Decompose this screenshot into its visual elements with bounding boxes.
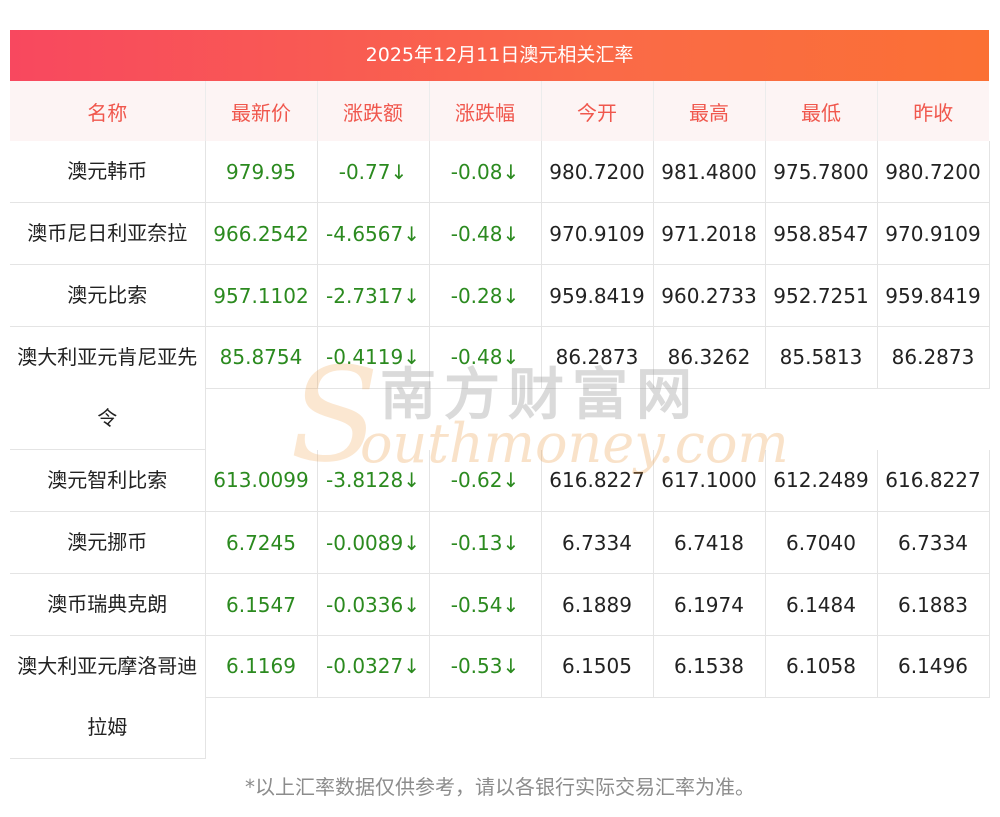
cell-pct: -0.28↓	[429, 264, 542, 327]
cell-change: -0.4119↓	[317, 326, 430, 389]
cell-change: -0.0089↓	[317, 511, 430, 574]
table-row: 澳币瑞典克朗 6.1547 -0.0336↓ -0.54↓ 6.1889 6.1…	[10, 573, 990, 636]
cell-name: 澳元智利比索	[10, 449, 206, 512]
cell-prev: 6.1496	[877, 635, 990, 698]
col-header-open: 今开	[541, 81, 654, 141]
cell-low: 6.7040	[765, 511, 878, 574]
cell-latest: 966.2542	[205, 202, 318, 265]
cell-pct: -0.48↓	[429, 202, 542, 265]
cell-high: 86.3262	[653, 326, 766, 389]
cell-high: 6.1538	[653, 635, 766, 698]
cell-change: -4.6567↓	[317, 202, 430, 265]
cell-prev: 959.8419	[877, 264, 990, 327]
cell-open: 6.1505	[541, 635, 654, 698]
col-header-high: 最高	[653, 81, 766, 141]
table-row: 澳大利亚元肯尼亚先令 85.8754 -0.4119↓ -0.48↓ 86.28…	[10, 326, 990, 450]
col-header-change: 涨跌额	[317, 81, 430, 141]
table-title: 2025年12月11日澳元相关汇率	[10, 30, 989, 81]
cell-latest: 979.95	[205, 141, 318, 203]
disclaimer-note: *以上汇率数据仅供参考，请以各银行实际交易汇率为准。	[245, 775, 755, 799]
col-header-prev: 昨收	[877, 81, 989, 141]
rates-table: 名称 最新价 涨跌额 涨跌幅 今开 最高 最低 昨收 澳元韩币 979.95 -…	[10, 81, 990, 759]
cell-name: 澳元韩币	[10, 141, 206, 203]
cell-pct: -0.48↓	[429, 326, 542, 389]
cell-prev: 86.2873	[877, 326, 990, 389]
cell-change: -2.7317↓	[317, 264, 430, 327]
cell-latest: 6.7245	[205, 511, 318, 574]
cell-pct: -0.62↓	[429, 449, 542, 512]
cell-low: 952.7251	[765, 264, 878, 327]
cell-latest: 6.1547	[205, 573, 318, 636]
cell-name: 澳元比索	[10, 264, 206, 327]
cell-low: 958.8547	[765, 202, 878, 265]
cell-low: 975.7800	[765, 141, 878, 203]
cell-pct: -0.54↓	[429, 573, 542, 636]
cell-change: -0.77↓	[317, 141, 430, 203]
table-row: 澳大利亚元摩洛哥迪拉姆 6.1169 -0.0327↓ -0.53↓ 6.150…	[10, 635, 990, 759]
cell-change: -0.0336↓	[317, 573, 430, 636]
table-row: 澳元挪币 6.7245 -0.0089↓ -0.13↓ 6.7334 6.741…	[10, 511, 990, 574]
cell-name: 澳币瑞典克朗	[10, 573, 206, 636]
cell-pct: -0.53↓	[429, 635, 542, 698]
cell-name: 澳大利亚元摩洛哥迪拉姆	[10, 635, 206, 759]
cell-prev: 616.8227	[877, 449, 990, 512]
cell-pct: -0.13↓	[429, 511, 542, 574]
cell-change: -0.0327↓	[317, 635, 430, 698]
cell-name: 澳币尼日利亚奈拉	[10, 202, 206, 265]
cell-name: 澳元挪币	[10, 511, 206, 574]
col-header-name: 名称	[10, 81, 206, 141]
cell-high: 617.1000	[653, 449, 766, 512]
header-row: 名称 最新价 涨跌额 涨跌幅 今开 最高 最低 昨收	[10, 81, 989, 141]
cell-low: 612.2489	[765, 449, 878, 512]
cell-low: 6.1058	[765, 635, 878, 698]
cell-open: 616.8227	[541, 449, 654, 512]
cell-prev: 6.1883	[877, 573, 990, 636]
cell-open: 980.7200	[541, 141, 654, 203]
cell-low: 85.5813	[765, 326, 878, 389]
cell-latest: 85.8754	[205, 326, 318, 389]
cell-open: 6.1889	[541, 573, 654, 636]
spacer-cell	[205, 697, 989, 758]
table-row: 澳币尼日利亚奈拉 966.2542 -4.6567↓ -0.48↓ 970.91…	[10, 202, 990, 265]
table-row: 澳元韩币 979.95 -0.77↓ -0.08↓ 980.7200 981.4…	[10, 141, 990, 203]
cell-high: 971.2018	[653, 202, 766, 265]
cell-open: 959.8419	[541, 264, 654, 327]
cell-prev: 6.7334	[877, 511, 990, 574]
cell-latest: 957.1102	[205, 264, 318, 327]
cell-high: 960.2733	[653, 264, 766, 327]
cell-high: 981.4800	[653, 141, 766, 203]
cell-latest: 613.0099	[205, 449, 318, 512]
cell-name: 澳大利亚元肯尼亚先令	[10, 326, 206, 450]
table-row: 澳元比索 957.1102 -2.7317↓ -0.28↓ 959.8419 9…	[10, 264, 990, 327]
cell-pct: -0.08↓	[429, 141, 542, 203]
cell-latest: 6.1169	[205, 635, 318, 698]
spacer-cell	[205, 388, 989, 449]
cell-low: 6.1484	[765, 573, 878, 636]
cell-change: -3.8128↓	[317, 449, 430, 512]
cell-high: 6.1974	[653, 573, 766, 636]
col-header-latest: 最新价	[205, 81, 318, 141]
cell-open: 6.7334	[541, 511, 654, 574]
table-row: 澳元智利比索 613.0099 -3.8128↓ -0.62↓ 616.8227…	[10, 449, 990, 512]
cell-prev: 970.9109	[877, 202, 990, 265]
cell-high: 6.7418	[653, 511, 766, 574]
cell-prev: 980.7200	[877, 141, 990, 203]
cell-open: 86.2873	[541, 326, 654, 389]
rates-panel: 2025年12月11日澳元相关汇率 名称 最新价 涨跌额 涨跌幅 今开 最高 最…	[10, 30, 990, 759]
cell-open: 970.9109	[541, 202, 654, 265]
col-header-pct: 涨跌幅	[429, 81, 542, 141]
col-header-low: 最低	[765, 81, 878, 141]
